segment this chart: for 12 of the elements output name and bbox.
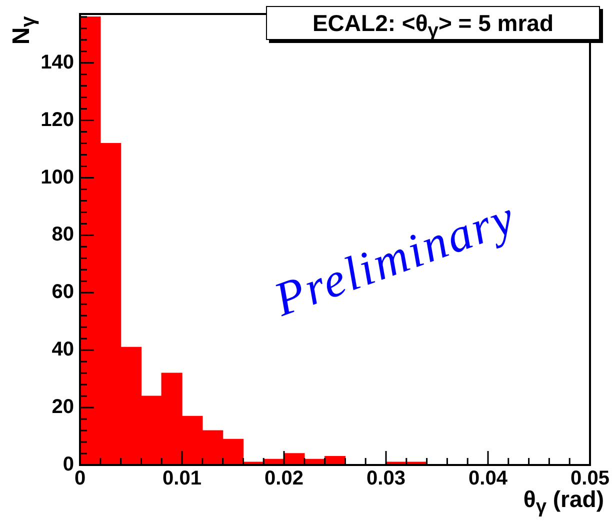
- y-tick-label: 140: [40, 51, 74, 74]
- y-tick-label: 120: [40, 108, 74, 131]
- x-tick-label: 0.02: [264, 468, 304, 490]
- y-tick-label: 0: [62, 454, 74, 476]
- x-tick-label: 0.01: [162, 468, 202, 490]
- y-tick-label: 40: [52, 338, 74, 361]
- y-tick-label: 20: [52, 396, 74, 418]
- x-tick-label: 0.03: [366, 468, 406, 490]
- y-tick-label: 60: [52, 281, 74, 304]
- y-tick-label: 100: [40, 166, 74, 188]
- x-tick-label: 0.04: [468, 468, 508, 490]
- y-tick-label: 80: [52, 224, 74, 246]
